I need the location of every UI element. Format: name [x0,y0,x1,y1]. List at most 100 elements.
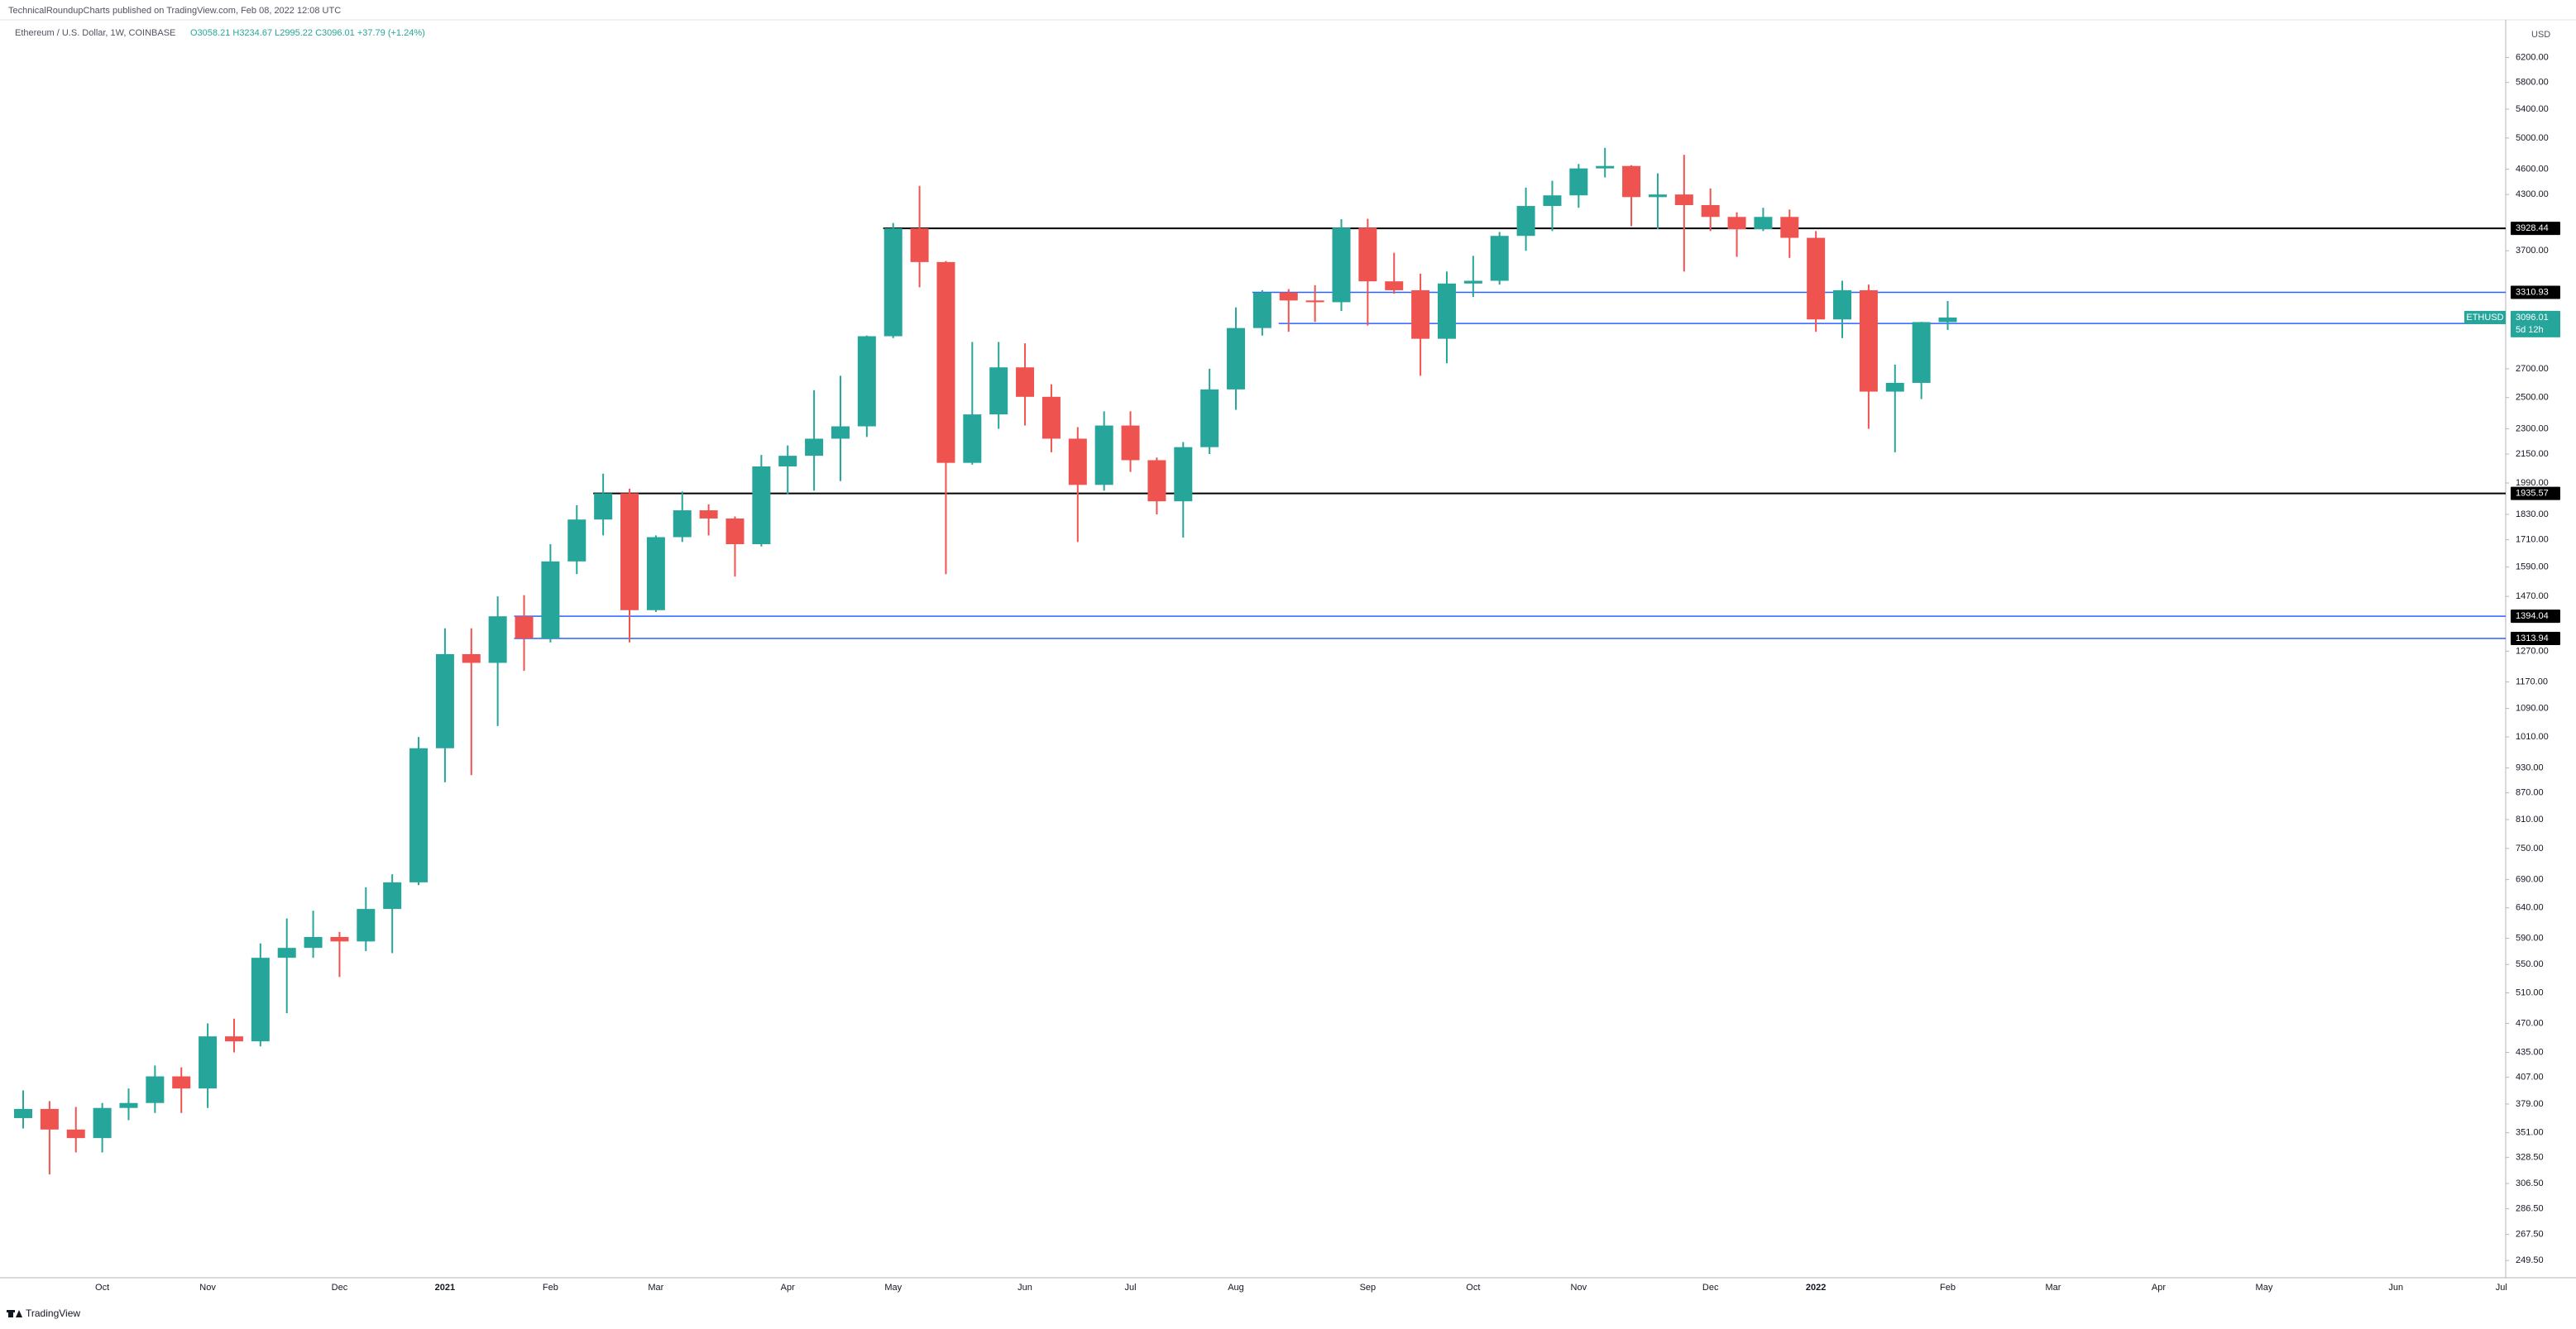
level-label: 1394.04 [2516,611,2549,621]
level-label-box [2511,631,2560,645]
x-tick-label: Oct [1466,1283,1480,1293]
candle-body [620,493,639,610]
y-tick-label: 810.00 [2516,815,2544,825]
candle-body [699,510,718,519]
candle-body [1490,236,1509,281]
x-tick-label: Jun [1017,1283,1032,1293]
y-tick-label: 510.00 [2516,987,2544,997]
level-label-box [2511,610,2560,624]
footer-brand: TradingView [26,1307,80,1319]
x-tick-label: Oct [95,1283,109,1293]
candle-body [1227,327,1246,390]
y-tick-label: 1590.00 [2516,562,2549,572]
y-tick-label: 1990.00 [2516,478,2549,488]
y-tick-label: 351.00 [2516,1128,2544,1138]
y-tick-label: 1010.00 [2516,732,2549,742]
symbol-tag-box [2464,310,2506,324]
y-tick-label: 1270.00 [2516,646,2549,656]
candle-body [1674,194,1693,205]
candle-body [1147,460,1166,502]
candle-body [1596,165,1615,169]
candle-body [541,561,560,638]
candle-body [1016,367,1035,397]
candle-body [910,228,929,262]
candle-body [146,1076,165,1103]
price-label-box [2511,310,2560,337]
level-label: 1313.94 [2516,633,2549,643]
x-tick-label: Apr [2152,1283,2166,1293]
candle-body [330,936,349,942]
y-tick-label: 5400.00 [2516,104,2549,114]
x-tick-label: Feb [1940,1283,1956,1293]
y-tick-label: 2500.00 [2516,393,2549,403]
x-tick-label: Nov [1571,1283,1587,1293]
y-tick-label: 550.00 [2516,959,2544,969]
x-tick-label: Dec [332,1283,348,1293]
y-tick-label: 690.00 [2516,875,2544,885]
candle-body [1068,438,1087,485]
candle-body [752,466,771,545]
x-tick-label: Jun [2388,1283,2403,1293]
candle-body [778,456,797,466]
candle-body [567,519,587,562]
y-tick-label: 3700.00 [2516,246,2549,256]
y-tick-label: 379.00 [2516,1099,2544,1109]
candle-body [357,909,376,942]
candle-body [1807,237,1826,320]
candle-body [1200,389,1219,447]
candle-body [277,948,296,959]
publish-header: TechnicalRoundupCharts published on Trad… [8,6,341,16]
candle-body [1041,396,1061,439]
candle-body [646,537,665,610]
price-label: 3096.01 [2516,313,2549,323]
ohlc-legend: O3058.21 H3234.67 L2995.22 C3096.01 +37.… [190,28,425,38]
candle-body [1648,194,1667,198]
candle-body [14,1108,32,1118]
candle-body [1358,227,1377,282]
candle-body [831,426,850,439]
candle-body [1385,281,1404,290]
candle-body [1859,289,1878,392]
candle-body [119,1102,138,1108]
candle-body [1252,292,1271,328]
candle-body [1516,206,1535,237]
y-tick-label: 470.00 [2516,1018,2544,1028]
candle-body [1885,382,1904,392]
y-tick-label: 5800.00 [2516,78,2549,88]
candle-body [199,1036,218,1089]
candle-body [1094,425,1113,485]
candle-body [172,1076,191,1089]
candle-body [1938,317,1957,323]
candle-body [1437,283,1456,339]
candle-body [1463,280,1482,284]
candle-body [725,518,745,545]
tradingview-logo [7,1310,22,1317]
y-tick-label: 870.00 [2516,788,2544,798]
candle-body [857,336,876,427]
y-tick-label: 6200.00 [2516,52,2549,62]
candle-body [515,616,534,638]
y-tick-label: 267.50 [2516,1230,2544,1240]
y-tick-label: 1170.00 [2516,676,2548,686]
y-tick-label: 328.50 [2516,1153,2544,1163]
x-tick-label: Dec [1702,1283,1719,1293]
y-tick-label: 249.50 [2516,1255,2544,1265]
candle-body [304,936,323,949]
candle-body [1174,447,1193,502]
candle-body [989,367,1008,415]
candle-body [1543,195,1562,207]
y-tick-label: 590.00 [2516,933,2544,943]
x-tick-label: May [2256,1283,2273,1293]
candle-body [1622,165,1641,198]
candle-body [936,261,955,463]
y-tick-label: 1830.00 [2516,509,2549,519]
candle-body [1727,217,1746,230]
candle-body [1833,289,1852,320]
x-tick-label: Jul [1125,1283,1137,1293]
plot-area [14,147,2506,1175]
y-tick-label: 1090.00 [2516,703,2549,713]
y-tick-label: 2150.00 [2516,449,2549,459]
candle-body [383,882,402,910]
x-tick-label: Nov [199,1283,216,1293]
x-tick-label: 2021 [435,1283,455,1293]
